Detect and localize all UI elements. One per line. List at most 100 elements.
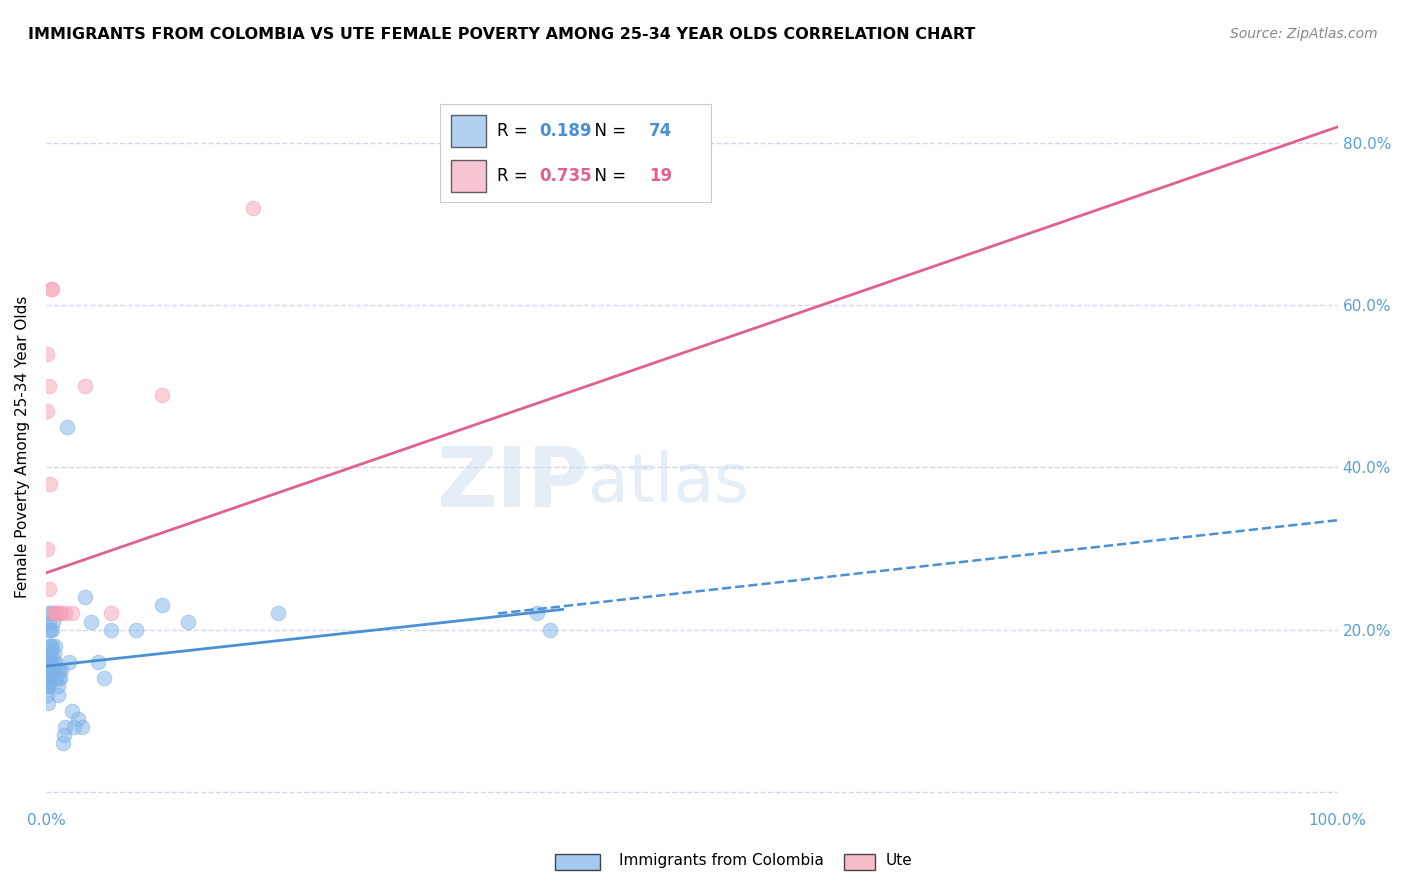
Point xyxy=(41,671,63,685)
Point xyxy=(45,671,67,685)
Point xyxy=(67,712,90,726)
Point xyxy=(53,720,76,734)
Point xyxy=(37,671,59,685)
Point xyxy=(37,680,59,694)
Point xyxy=(39,282,62,296)
Point xyxy=(100,623,122,637)
Text: atlas: atlas xyxy=(589,450,749,516)
Y-axis label: Female Poverty Among 25-34 Year Olds: Female Poverty Among 25-34 Year Olds xyxy=(15,296,30,599)
Point xyxy=(37,541,59,556)
Point xyxy=(37,680,59,694)
Point xyxy=(37,688,59,702)
Point xyxy=(48,663,70,677)
Point xyxy=(37,655,59,669)
Point xyxy=(177,615,200,629)
Point xyxy=(41,639,63,653)
Point xyxy=(60,704,83,718)
Point xyxy=(42,607,65,621)
Point xyxy=(63,720,86,734)
Point xyxy=(44,655,66,669)
Point xyxy=(37,655,59,669)
Point xyxy=(52,736,75,750)
Point xyxy=(35,680,58,694)
Point xyxy=(73,591,96,605)
Point xyxy=(86,655,108,669)
Point xyxy=(80,615,103,629)
Point xyxy=(39,647,62,661)
Point xyxy=(38,476,60,491)
Point xyxy=(46,680,69,694)
Point xyxy=(60,607,83,621)
Text: Ute: Ute xyxy=(886,854,912,868)
Point xyxy=(42,663,65,677)
Point xyxy=(46,688,69,702)
Point xyxy=(53,728,76,742)
Point xyxy=(93,671,115,685)
Text: ZIP: ZIP xyxy=(436,442,589,524)
Point xyxy=(38,615,60,629)
Text: Source: ZipAtlas.com: Source: ZipAtlas.com xyxy=(1230,27,1378,41)
Point xyxy=(58,655,80,669)
Point xyxy=(38,671,60,685)
Point xyxy=(37,663,59,677)
Point xyxy=(35,403,58,417)
Point xyxy=(37,663,59,677)
Point xyxy=(37,671,59,685)
Point xyxy=(44,607,66,621)
Point xyxy=(37,671,59,685)
Point xyxy=(38,671,60,685)
Point xyxy=(41,282,63,296)
Point xyxy=(37,671,59,685)
Point xyxy=(125,623,148,637)
Point xyxy=(42,647,65,661)
Text: IMMIGRANTS FROM COLOMBIA VS UTE FEMALE POVERTY AMONG 25-34 YEAR OLDS CORRELATION: IMMIGRANTS FROM COLOMBIA VS UTE FEMALE P… xyxy=(28,27,976,42)
Point xyxy=(73,379,96,393)
Point xyxy=(45,607,67,621)
Point xyxy=(38,639,60,653)
Point xyxy=(41,623,63,637)
Point xyxy=(38,379,60,393)
Point xyxy=(35,663,58,677)
Point xyxy=(267,607,290,621)
Point xyxy=(100,607,122,621)
Point xyxy=(55,420,77,434)
Point xyxy=(35,347,58,361)
Point xyxy=(538,623,561,637)
Point xyxy=(45,663,67,677)
Point xyxy=(41,615,63,629)
Point xyxy=(150,599,173,613)
Point xyxy=(37,671,59,685)
Point xyxy=(35,655,58,669)
Point xyxy=(38,623,60,637)
Point xyxy=(44,639,66,653)
Point xyxy=(44,607,66,621)
Point xyxy=(39,623,62,637)
Point xyxy=(38,663,60,677)
Point xyxy=(38,680,60,694)
Point xyxy=(48,607,70,621)
Point xyxy=(35,671,58,685)
Point xyxy=(41,663,63,677)
Point xyxy=(37,696,59,710)
Point xyxy=(38,582,60,596)
Point xyxy=(39,639,62,653)
Point xyxy=(49,671,72,685)
Point xyxy=(53,607,76,621)
Point xyxy=(48,671,70,685)
Point xyxy=(70,720,93,734)
Point xyxy=(39,607,62,621)
Point xyxy=(150,387,173,401)
Point xyxy=(526,607,548,621)
Point xyxy=(51,607,73,621)
Text: Immigrants from Colombia: Immigrants from Colombia xyxy=(619,854,824,868)
Point xyxy=(39,655,62,669)
Point xyxy=(42,655,65,669)
Point xyxy=(37,655,59,669)
Point xyxy=(37,663,59,677)
Point xyxy=(37,663,59,677)
Point xyxy=(242,201,264,215)
Point xyxy=(38,655,60,669)
Point xyxy=(51,663,73,677)
Point xyxy=(38,647,60,661)
Point xyxy=(38,607,60,621)
